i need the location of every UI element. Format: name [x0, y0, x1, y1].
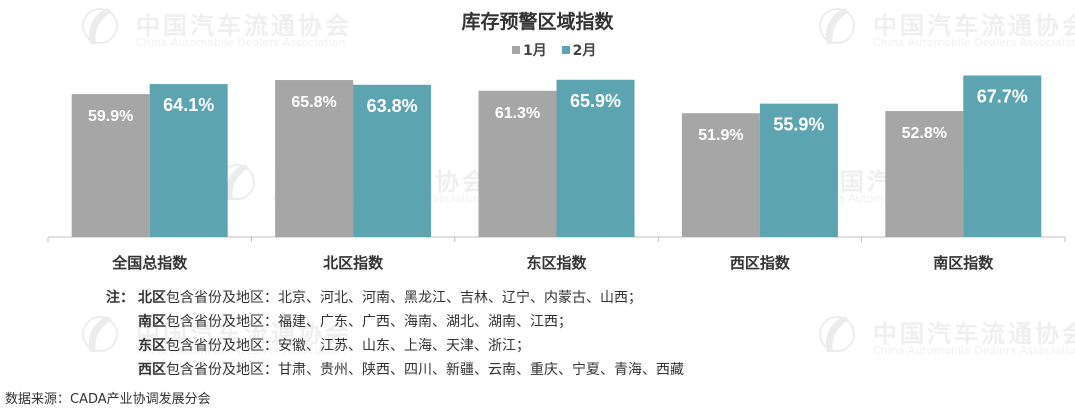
- note-region: 北区: [138, 290, 166, 306]
- note-text: 包含省份及地区：北京、河北、河南、黑龙江、吉林、辽宁、内蒙古、山西；: [166, 290, 642, 306]
- bar-feb: [963, 75, 1042, 237]
- note-text: 包含省份及地区：安徽、江苏、山东、上海、天津、浙江；: [166, 338, 530, 354]
- data-label-jan: 61.3%: [495, 105, 540, 122]
- bar-feb: [556, 79, 635, 237]
- category-label: 东区指数: [526, 254, 587, 272]
- bar-jan: [71, 94, 150, 238]
- data-label-jan: 51.9%: [698, 127, 743, 144]
- legend-swatch-feb: [561, 46, 570, 54]
- data-source: 数据来源：CADA产业协调发展分会: [5, 392, 211, 407]
- bar-jan: [681, 113, 760, 237]
- category-label: 北区指数: [323, 254, 384, 272]
- data-label-feb: 63.8%: [367, 96, 418, 116]
- data-label-feb: 65.9%: [570, 91, 621, 111]
- legend-label-feb: 2月: [572, 43, 597, 59]
- chart-title: 库存预警区域指数: [461, 11, 614, 33]
- data-label-feb: 67.7%: [977, 86, 1028, 106]
- bar-feb: [759, 103, 838, 237]
- bar-jan: [275, 80, 354, 238]
- note-region: 东区: [138, 338, 166, 354]
- category-label: 全国总指数: [111, 254, 188, 272]
- bar-jan: [885, 111, 964, 237]
- note-line-north: 注： 北区包含省份及地区：北京、河北、河南、黑龙江、吉林、辽宁、内蒙古、山西；: [106, 287, 642, 309]
- note-region: 西区: [138, 362, 166, 378]
- bar-feb: [353, 84, 432, 237]
- legend-item-feb: 2月: [561, 40, 597, 60]
- data-label-feb: 64.1%: [163, 95, 214, 115]
- note-line-east: 东区包含省份及地区：安徽、江苏、山东、上海、天津、浙江；: [106, 335, 530, 357]
- bar-feb: [149, 84, 228, 237]
- legend-label-jan: 1月: [523, 43, 547, 59]
- data-label-feb: 55.9%: [773, 115, 824, 135]
- note-region: 南区: [138, 314, 166, 330]
- chart-legend: 1月 2月: [512, 40, 606, 60]
- data-label-jan: 65.8%: [291, 94, 336, 111]
- legend-item-jan: 1月: [512, 40, 547, 60]
- note-line-west: 西区包含省份及地区：甘肃、贵州、陕西、四川、新疆、云南、重庆、宁夏、青海、西藏: [106, 359, 684, 381]
- note-line-south: 南区包含省份及地区：福建、广东、广西、海南、湖北、湖南、江西；: [106, 311, 572, 333]
- category-label: 南区指数: [933, 254, 994, 272]
- bar-jan: [478, 90, 557, 238]
- category-label: 西区指数: [730, 254, 791, 272]
- legend-swatch-jan: [512, 46, 520, 54]
- note-text: 包含省份及地区：福建、广东、广西、海南、湖北、湖南、江西；: [166, 314, 572, 330]
- note-prefix: 注：: [106, 290, 134, 306]
- data-label-jan: 59.9%: [88, 108, 133, 125]
- data-label-jan: 52.8%: [902, 125, 947, 142]
- note-text: 包含省份及地区：甘肃、贵州、陕西、四川、新疆、云南、重庆、宁夏、青海、西藏: [166, 362, 684, 378]
